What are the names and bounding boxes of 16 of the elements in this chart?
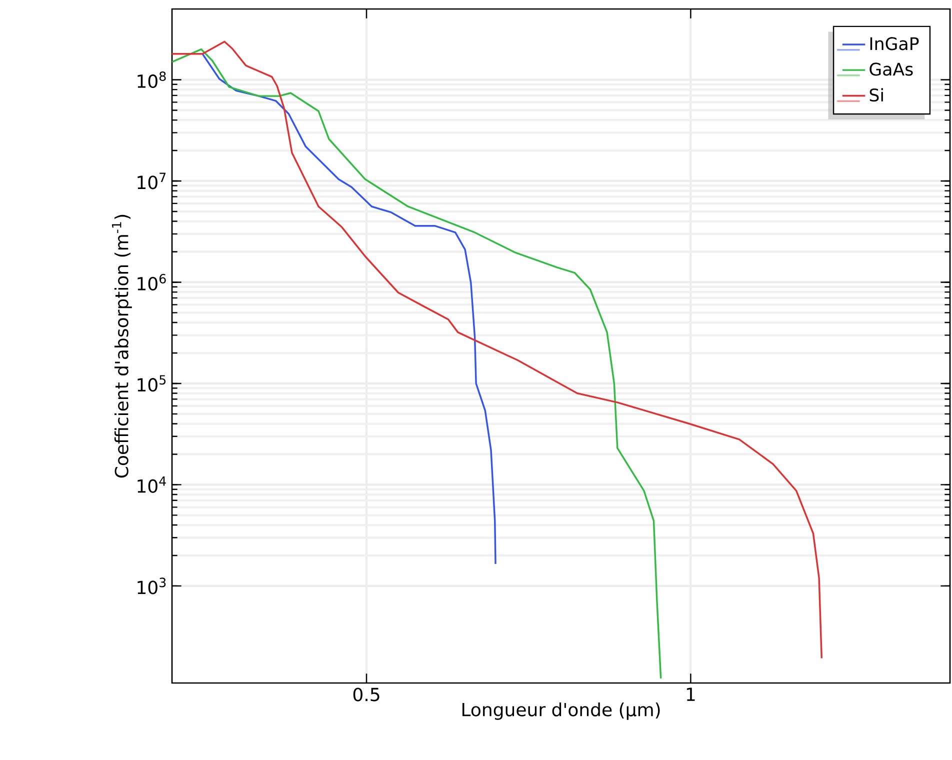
line-series (202, 53, 496, 565)
x-tick-label: 0.5 (353, 688, 380, 702)
y-tick-label: 10$^{6}$ (138, 274, 166, 291)
line-series (172, 40, 823, 660)
y-axis-title: Coefficient d'absorption (m$^{-1}$) (112, 214, 132, 478)
legend-label: Si (870, 88, 883, 102)
y-tick-label: 10$^{4}$ (138, 476, 166, 493)
legend-label: InGaP (870, 37, 919, 50)
y-tick-label: 10$^{7}$ (138, 172, 166, 190)
y-tick-label: 10$^{8}$ (138, 71, 166, 88)
y-tick-label: 10$^{3}$ (138, 578, 166, 594)
x-axis-title: Longueur d'onde (µm) (462, 702, 660, 720)
legend-label: GaAs (870, 62, 913, 76)
y-tick-label: 10$^{5}$ (138, 375, 166, 392)
line-series (172, 48, 662, 680)
x-tick-label: 1 (686, 688, 695, 701)
